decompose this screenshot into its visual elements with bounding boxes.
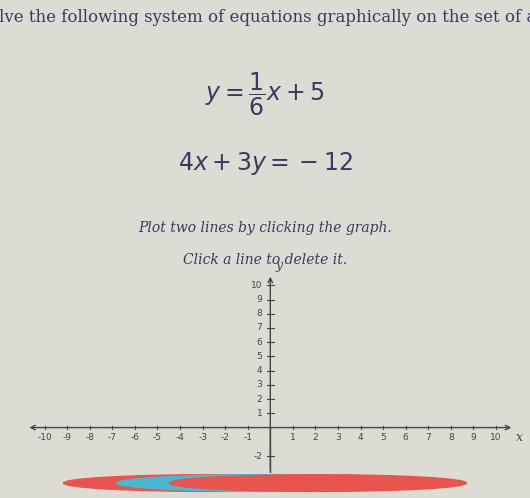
Text: 5: 5	[381, 433, 386, 442]
Text: -2: -2	[220, 433, 229, 442]
Text: 1: 1	[257, 409, 262, 418]
Text: 5: 5	[257, 352, 262, 361]
Text: 10: 10	[490, 433, 502, 442]
Text: -3: -3	[198, 433, 207, 442]
Text: -5: -5	[153, 433, 162, 442]
Text: 7: 7	[426, 433, 431, 442]
Text: 3: 3	[335, 433, 341, 442]
Text: -10: -10	[37, 433, 52, 442]
Text: 10: 10	[251, 281, 262, 290]
Text: -9: -9	[63, 433, 72, 442]
Text: 1: 1	[290, 433, 296, 442]
Text: 4: 4	[257, 366, 262, 375]
Text: 9: 9	[257, 295, 262, 304]
Circle shape	[117, 475, 413, 492]
Text: $y = \dfrac{1}{6}x + 5$: $y = \dfrac{1}{6}x + 5$	[205, 71, 325, 119]
Text: 8: 8	[448, 433, 454, 442]
Text: 2: 2	[313, 433, 318, 442]
Circle shape	[170, 475, 466, 492]
Text: 8: 8	[257, 309, 262, 318]
Text: 2: 2	[257, 394, 262, 403]
Text: -6: -6	[130, 433, 139, 442]
Text: olve the following system of equations graphically on the set of axes below: olve the following system of equations g…	[0, 8, 530, 25]
Text: 6: 6	[403, 433, 409, 442]
Text: y: y	[276, 259, 283, 272]
Text: 7: 7	[257, 324, 262, 333]
Text: -7: -7	[108, 433, 117, 442]
Text: 6: 6	[257, 338, 262, 347]
Circle shape	[64, 475, 360, 492]
Text: -8: -8	[85, 433, 94, 442]
Text: -4: -4	[175, 433, 184, 442]
Text: 3: 3	[257, 380, 262, 389]
Text: Plot two lines by clicking the graph.: Plot two lines by clicking the graph.	[138, 222, 392, 236]
Text: 4: 4	[358, 433, 364, 442]
Text: -1: -1	[243, 433, 252, 442]
Text: -2: -2	[253, 452, 262, 461]
Text: 9: 9	[471, 433, 476, 442]
Text: Click a line to delete it.: Click a line to delete it.	[183, 252, 347, 266]
Text: $4x + 3y = -12$: $4x + 3y = -12$	[178, 150, 352, 177]
Text: x: x	[516, 431, 523, 444]
